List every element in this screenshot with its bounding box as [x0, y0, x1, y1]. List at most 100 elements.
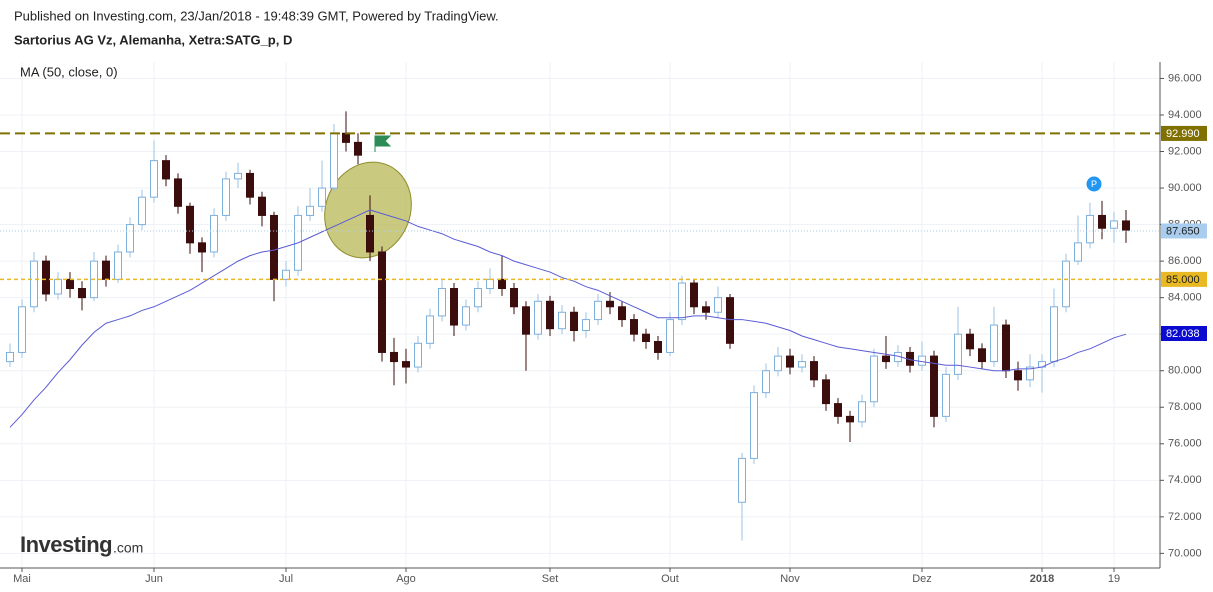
price-label: 92.990 [1166, 128, 1200, 140]
candle-body [690, 282, 698, 308]
candle-body [1086, 214, 1094, 244]
x-tick-label: Set [542, 573, 559, 585]
candle-body [282, 269, 290, 280]
candle-body [330, 132, 338, 189]
candle-body [918, 355, 926, 366]
candle-body [54, 278, 62, 295]
candle-body [126, 224, 134, 253]
candle-body [162, 160, 170, 180]
candle-body [750, 392, 758, 459]
candle-body [354, 141, 362, 156]
candle-body [486, 278, 494, 290]
x-tick-label: Dez [912, 573, 932, 585]
x-tick-label: Jul [279, 573, 293, 585]
candle-body [798, 361, 806, 368]
plot [0, 111, 1160, 541]
candle-body [150, 160, 158, 198]
candle-body [726, 297, 734, 344]
candle-body [1050, 306, 1058, 363]
candle-body [582, 319, 590, 332]
price-label: 87.650 [1166, 225, 1200, 237]
candle-body [186, 205, 194, 244]
grid [0, 62, 1160, 568]
candle-body [510, 288, 518, 308]
x-tick-label: Ago [396, 573, 416, 585]
candle-body [786, 355, 794, 368]
y-tick-label: 90.000 [1168, 182, 1202, 194]
candle-body [246, 172, 254, 198]
candle-body [270, 214, 278, 280]
candle-body [774, 355, 782, 372]
x-tick-label: Out [661, 573, 679, 585]
candle-body [702, 306, 710, 313]
indicator-label: MA (50, close, 0) [20, 64, 118, 79]
watermark: Investing [20, 532, 112, 557]
candle-body [930, 355, 938, 417]
subtitle: Published on Investing.com, 23/Jan/2018 … [14, 8, 499, 23]
candle-body [990, 324, 998, 363]
candle-body [1122, 220, 1130, 231]
x-tick-label: Nov [780, 573, 800, 585]
candle-body [558, 311, 566, 330]
price-label: 82.038 [1166, 328, 1200, 340]
candle-body [606, 300, 614, 308]
candle-body [474, 288, 482, 308]
candle-body [438, 288, 446, 317]
candle-body [426, 315, 434, 344]
candle-body [666, 319, 674, 353]
candle-body [318, 187, 326, 207]
x-tick-label: Jun [145, 573, 163, 585]
y-tick-label: 86.000 [1168, 255, 1202, 267]
candle-body [630, 319, 638, 335]
candle-body [738, 457, 746, 503]
candle-body [42, 260, 50, 295]
candle-body [570, 311, 578, 332]
candle-body [66, 278, 74, 290]
candle-body [714, 297, 722, 313]
candle-body [498, 278, 506, 290]
candle-body [942, 373, 950, 417]
candle-body [678, 282, 686, 321]
candle-body [654, 340, 662, 353]
candle-body [642, 333, 650, 342]
marker-label: P [1091, 179, 1097, 189]
candle-body [1098, 214, 1106, 229]
price-label-box [1161, 325, 1207, 341]
candle-body [78, 288, 86, 299]
candle-body [6, 351, 14, 363]
candle-body [462, 306, 470, 326]
candle-body [306, 205, 314, 216]
candle-body [522, 306, 530, 335]
y-tick-label: 84.000 [1168, 292, 1202, 304]
candle-body [762, 370, 770, 394]
candle-body [390, 351, 398, 363]
candle-body [546, 300, 554, 330]
candle-body [1074, 242, 1082, 262]
candle-body [414, 342, 422, 368]
candle-body [342, 132, 350, 143]
price-label-box [1161, 125, 1207, 141]
price-label: 85.000 [1166, 274, 1200, 286]
candle-body [114, 251, 122, 280]
x-tick-label: 19 [1108, 573, 1120, 585]
candle-body [402, 361, 410, 368]
y-tick-label: 96.000 [1168, 72, 1202, 84]
title: Sartorius AG Vz, Alemanha, Xetra:SATG_p,… [14, 32, 292, 47]
candle-body [810, 361, 818, 381]
candle-body [954, 333, 962, 375]
x-tick-label: 2018 [1030, 573, 1054, 585]
candle-body [222, 178, 230, 216]
y-tick-label: 94.000 [1168, 109, 1202, 121]
price-label-box [1161, 271, 1207, 287]
candle-body [450, 288, 458, 326]
price-label-box [1161, 223, 1207, 239]
candle-body [1002, 324, 1010, 372]
candle-body [858, 401, 866, 423]
candle-body [174, 178, 182, 207]
flag-icon [374, 135, 392, 152]
candle-body [834, 403, 842, 417]
candle-body [1062, 260, 1070, 308]
y-tick-label: 92.000 [1168, 145, 1202, 157]
candle-body [882, 355, 890, 363]
